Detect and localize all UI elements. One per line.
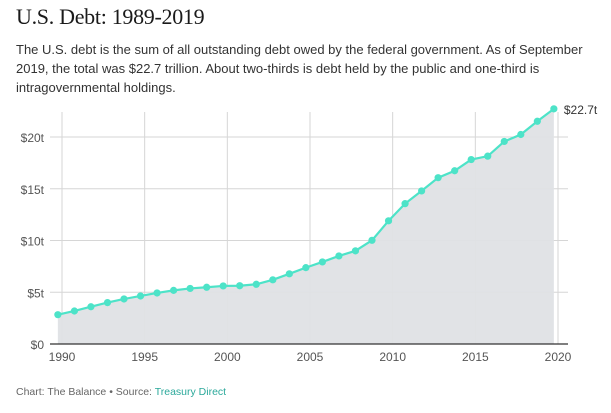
end-value-label: $22.7t	[564, 103, 598, 117]
data-point-2011	[418, 187, 426, 195]
data-point-1994	[136, 292, 145, 300]
data-point-1990	[70, 307, 78, 315]
data-point-1991	[87, 303, 95, 311]
x-tick-label: 2010	[379, 350, 406, 364]
data-point-2006	[335, 252, 343, 260]
data-point-2007	[351, 247, 360, 255]
debt-chart: $0 $5t $10t $15t $20t 1990 1995 2000 2005 2010 201…	[21, 103, 598, 364]
y-tick-label: $0	[31, 338, 45, 352]
data-point-2012	[434, 174, 442, 182]
chart-footer: Chart: The Balance • Source: Treasury Di…	[16, 386, 226, 398]
data-point-2017	[517, 130, 525, 139]
y-tick-label: $5t	[27, 286, 44, 300]
chart-credit: Chart: The Balance • Source:	[16, 386, 155, 398]
data-point-2003	[285, 270, 293, 278]
data-point-2014	[467, 155, 475, 164]
data-point-2010	[401, 200, 409, 208]
data-point-1995	[153, 289, 161, 297]
x-tick-label: 2015	[462, 350, 489, 364]
page-title: U.S. Debt: 1989-2019	[16, 4, 205, 29]
data-point-1989	[54, 311, 62, 319]
data-point-2018	[533, 117, 541, 125]
x-tick-label: 1990	[49, 350, 76, 364]
x-tick-label: 1995	[131, 350, 158, 364]
x-tick-label: 2005	[297, 350, 324, 364]
data-point-2008	[368, 236, 376, 244]
y-tick-label: $15t	[21, 183, 45, 197]
data-point-2005	[318, 258, 326, 266]
data-point-2002	[269, 276, 277, 284]
data-point-1992	[103, 299, 112, 307]
data-point-1997	[186, 284, 194, 293]
data-point-1993	[120, 295, 128, 303]
area-fill	[57, 108, 554, 345]
y-tick-label: $20t	[21, 131, 45, 145]
x-tick-label: 2000	[214, 350, 241, 364]
data-point-2000	[236, 282, 244, 290]
data-point-2001	[252, 280, 260, 288]
data-point-2009	[384, 217, 393, 225]
chart-description: The U.S. debt is the sum of all outstand…	[16, 42, 583, 95]
source-link[interactable]: Treasury Direct	[154, 386, 227, 398]
y-tick-label: $10t	[21, 235, 45, 249]
data-point-2015	[484, 152, 492, 160]
data-point-1999	[219, 282, 227, 290]
data-point-2013	[451, 167, 459, 175]
data-point-2016	[500, 137, 508, 146]
data-point-2019	[550, 105, 558, 113]
data-point-1998	[203, 283, 211, 291]
data-point-2004	[302, 264, 310, 272]
data-point-1996	[170, 286, 178, 294]
x-tick-label: 2020	[545, 350, 572, 364]
